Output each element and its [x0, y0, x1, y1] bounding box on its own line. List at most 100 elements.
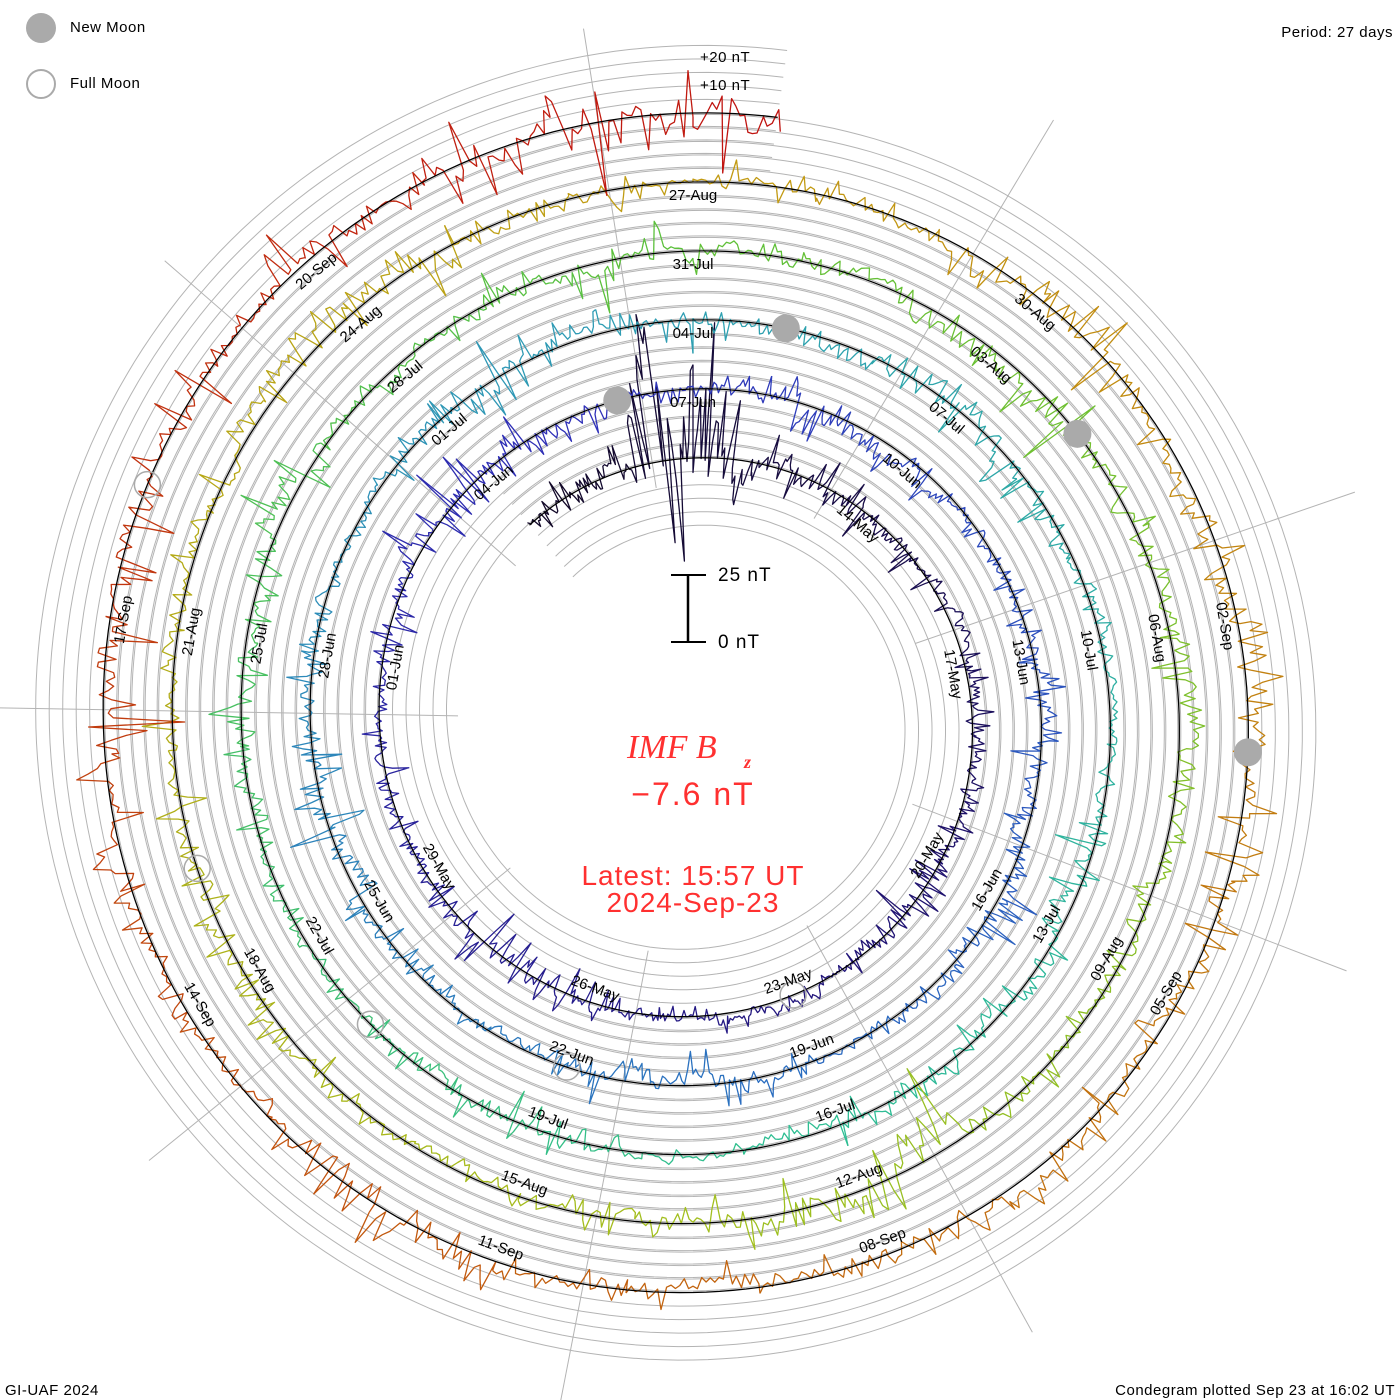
bz-trace-day — [842, 1075, 929, 1147]
bz-trace-day — [1151, 633, 1206, 750]
bz-trace-day — [692, 159, 817, 204]
bz-trace-day — [223, 745, 274, 851]
new-moon-legend-label: New Moon — [70, 19, 146, 36]
bz-trace-day — [625, 1259, 761, 1311]
bz-trace-day — [795, 952, 854, 1007]
footer-credit: GI-UAF 2024 — [5, 1382, 99, 1399]
full-moon-marker — [552, 1053, 581, 1081]
bz-trace-day — [258, 306, 348, 404]
grid-spiral — [156, 166, 1195, 1240]
bz-trace-day — [76, 753, 146, 892]
bz-trace-day — [443, 195, 570, 246]
bz-trace-day — [769, 376, 843, 442]
bz-trace-day — [298, 564, 341, 653]
scale-bar: 25 nT 0 nT — [671, 565, 772, 653]
full-moon-marker — [183, 854, 211, 883]
bz-trace-day — [586, 220, 694, 314]
moon-markers — [133, 314, 1262, 1081]
date-label: 31-Jul — [673, 256, 714, 273]
bz-trace-day — [513, 308, 597, 387]
bz-trace-day — [1052, 965, 1127, 1061]
bz-trace-day — [1180, 503, 1247, 625]
date-label: 26-May — [569, 972, 622, 1005]
bz-trace-day — [734, 1053, 819, 1105]
bz-trace-day — [234, 979, 337, 1078]
grid-spoke — [0, 707, 459, 717]
new-moon-marker — [1233, 738, 1262, 767]
bz-trace-day — [658, 1005, 730, 1034]
period-label: Period: 27 days — [1281, 24, 1393, 41]
grid-spiral — [62, 71, 1290, 1334]
scale-top-label: 25 nT — [718, 565, 772, 586]
bz-trace-day — [131, 362, 233, 487]
bz-trace-day — [1204, 750, 1278, 882]
bz-trace-day — [302, 171, 426, 268]
grid-spoke — [813, 119, 1054, 519]
new-moon-marker — [771, 314, 800, 343]
bz-trace-day — [1001, 812, 1038, 916]
bz-trace-day — [626, 313, 694, 562]
bz-trace-day — [414, 1142, 522, 1207]
bz-trace-day — [1081, 997, 1186, 1116]
bz-trace-day — [479, 416, 548, 477]
bz-trace-day — [1078, 743, 1117, 841]
bz-trace-day — [332, 484, 378, 566]
bz-trace-day — [450, 1077, 544, 1139]
full-moon-legend-icon — [26, 69, 56, 99]
date-label: 07-Jun — [670, 394, 716, 411]
bz-trace-day — [947, 897, 1023, 969]
bz-trace-day — [743, 1114, 849, 1155]
new-moon-marker — [1063, 419, 1092, 448]
bz-trace-day — [566, 1057, 652, 1105]
new-moon-legend-icon — [26, 13, 56, 43]
bz-trace-day — [905, 556, 952, 612]
full-moon-marker — [779, 981, 807, 1009]
bz-trace-day — [867, 1068, 963, 1219]
latest-date: 2024-Sep-23 — [607, 887, 780, 918]
new-moon-marker — [603, 386, 632, 415]
full-moon-marker — [133, 470, 162, 499]
scale-bottom-label: 0 nT — [718, 632, 760, 653]
bz-trace-day — [155, 750, 208, 872]
bz-trace-day — [1065, 556, 1112, 648]
date-label: 11-Sep — [476, 1232, 526, 1264]
date-label: 28-Jul — [384, 357, 426, 396]
bz-trace-day — [1010, 740, 1059, 821]
bz-trace-day — [1129, 387, 1197, 505]
grid-spoke — [560, 950, 649, 1400]
chart-title: IMF B — [626, 729, 717, 766]
footer-plotted: Condegram plotted Sep 23 at 16:02 UT — [1115, 1382, 1395, 1399]
bz-trace-day — [1129, 522, 1180, 635]
bz-trace-day — [960, 735, 987, 805]
bz-trace-day — [692, 240, 803, 276]
bz-trace-day — [181, 867, 253, 982]
bz-trace-day — [993, 360, 1096, 459]
bz-trace-day — [361, 667, 388, 742]
grid-spoke — [148, 867, 511, 1161]
bz-trace-day — [815, 180, 939, 242]
bz-trace-day — [372, 403, 441, 486]
bz-trace-day — [291, 741, 365, 830]
offset-label-10: +10 nT — [700, 77, 750, 94]
bz-trace-day — [634, 1194, 756, 1250]
offset-label-20: +20 nT — [700, 49, 750, 66]
bz-trace-day — [901, 457, 966, 516]
bz-trace-day — [727, 995, 797, 1027]
bz-trace-day — [759, 1248, 889, 1294]
date-label: 13-Jul — [1029, 902, 1064, 946]
bz-trace-day — [1161, 748, 1196, 864]
bz-trace-day — [1106, 860, 1173, 971]
bz-trace-day — [1175, 880, 1239, 1000]
bz-trace-day — [801, 251, 903, 304]
bz-trace-day — [354, 1209, 497, 1291]
bz-trace-day — [370, 595, 418, 669]
date-label: 23-May — [762, 965, 815, 998]
bz-trace-day — [454, 913, 538, 984]
bz-trace-day — [421, 110, 551, 204]
bz-trace-day — [320, 368, 402, 451]
bz-trace-day — [517, 1194, 637, 1236]
bz-trace-day — [544, 70, 694, 197]
latest-value: −7.6 nT — [631, 776, 754, 812]
bz-trace-day — [951, 607, 981, 672]
